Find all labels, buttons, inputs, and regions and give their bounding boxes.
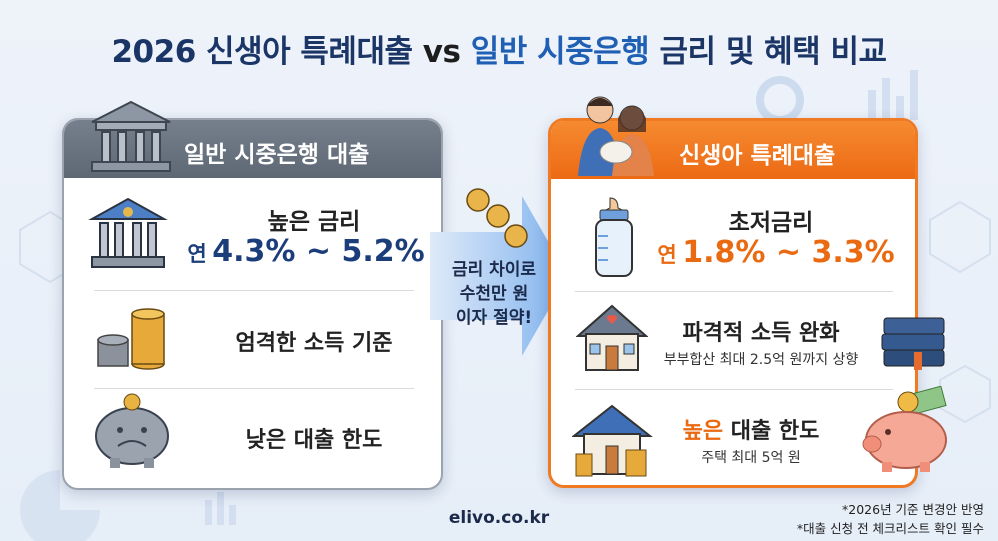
rate-prefix: 연: [187, 242, 207, 266]
title-part: 일반 시중은행: [470, 34, 650, 70]
item-title: 파격적 소득 완화: [682, 321, 840, 346]
footnotes: *2026년 기준 변경안 반영 *대출 신청 전 체크리스트 확인 필수: [797, 500, 984, 538]
rate-range: 연 4.3% ~ 5.2%: [176, 234, 436, 269]
highlight-text: 높은: [682, 419, 724, 444]
rate-prefix: 연: [657, 243, 677, 267]
title-part: vs: [422, 34, 461, 70]
separator: [94, 290, 414, 291]
item-title: 높은 대출 한도: [651, 413, 851, 445]
rate-value: 1.8% ~ 3.3%: [682, 235, 895, 270]
arrow: [430, 188, 568, 356]
item-title: 엄격한 소득 기준: [235, 331, 393, 356]
house-icon: [576, 304, 648, 371]
house-coins-icon: [572, 404, 653, 477]
arrow-text: 금리 차이로 수천만 원 이자 절약!: [436, 258, 552, 330]
rate-range: 연 1.8% ~ 3.3%: [641, 235, 911, 270]
footnote: *대출 신청 전 체크리스트 확인 필수: [796, 521, 984, 536]
footnote: *2026년 기준 변경안 반영: [842, 502, 984, 517]
card-header-text: 일반 시중은행 대출: [184, 142, 370, 168]
item-title: 낮은 대출 한도: [245, 428, 383, 453]
separator: [575, 291, 893, 292]
piggy-bank-icon: [95, 393, 169, 468]
arrow-line: 이자 절약!: [455, 308, 533, 328]
item-title: 높은 금리: [267, 209, 361, 235]
card-header-text: 신생아 특례대출: [679, 143, 836, 169]
separator: [575, 389, 893, 390]
item-subtext: 주택 최대 5억 원: [701, 450, 801, 466]
arrow-line: 금리 차이로: [451, 260, 537, 280]
rate-value: 4.3% ~ 5.2%: [212, 234, 425, 269]
page-title: 2026 신생아 특례대출 vs 일반 시중은행 금리 및 혜택 비교: [0, 26, 998, 71]
bank-icon: [91, 100, 171, 172]
separator: [94, 388, 414, 389]
bank-icon: [88, 197, 168, 268]
title-part: 2026 신생아 특례대출: [111, 34, 413, 70]
arrow-line: 수천만 원: [459, 284, 529, 304]
website: elivo.co.kr: [448, 508, 550, 528]
family-icon: [578, 96, 654, 176]
item-title: 초저금리: [728, 210, 814, 236]
books-icon: [881, 317, 945, 370]
item-title-rest: 대출 한도: [730, 419, 820, 444]
title-part: 금리 및 혜택 비교: [659, 34, 887, 70]
piggy-bank-icon: [862, 386, 947, 472]
item-subtext: 부부합산 최대 2.5억 원까지 상향: [663, 352, 859, 368]
coins-icon: [97, 308, 165, 370]
baby-bottle-icon: [595, 197, 633, 277]
